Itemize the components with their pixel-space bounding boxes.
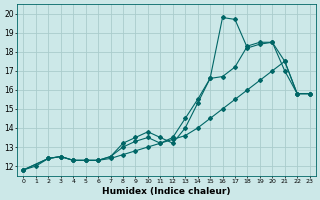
X-axis label: Humidex (Indice chaleur): Humidex (Indice chaleur) — [102, 187, 231, 196]
